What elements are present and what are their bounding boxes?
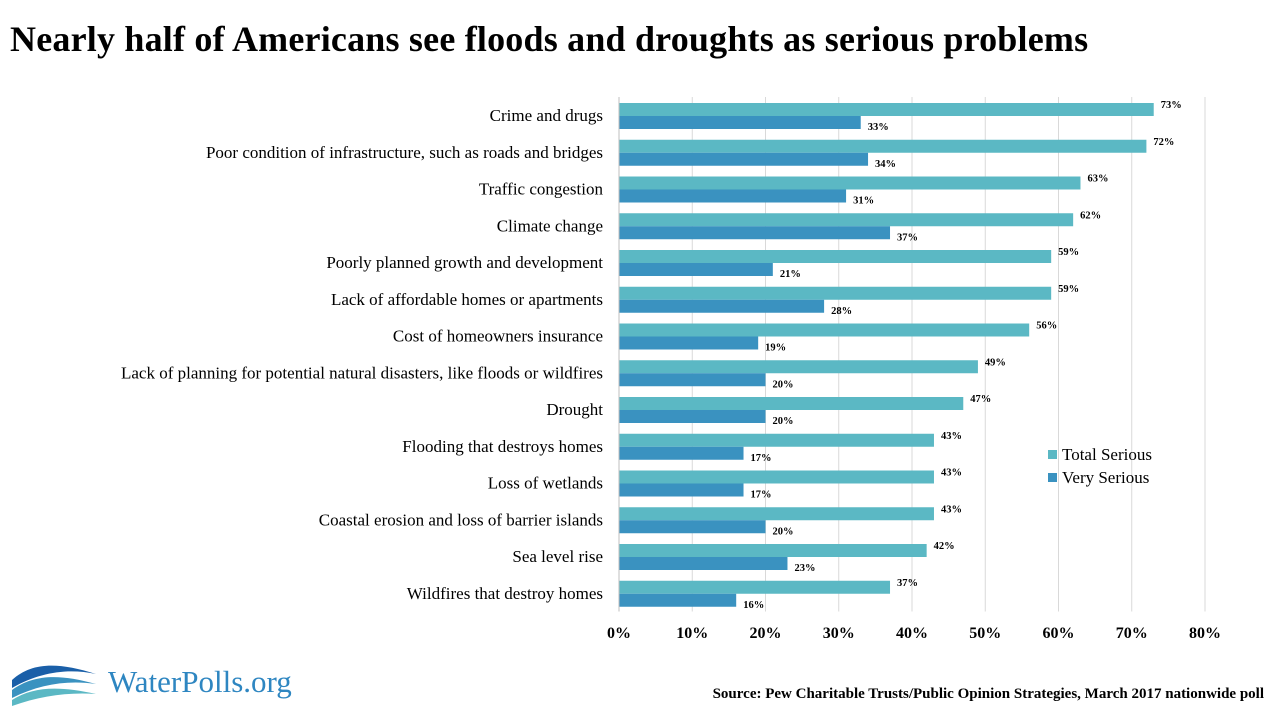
very-serious-bar — [619, 410, 766, 423]
total-serious-bar — [619, 176, 1081, 190]
x-tick-label: 30% — [823, 625, 855, 642]
category-label: Traffic congestion — [479, 180, 604, 199]
data-label: 16% — [743, 600, 764, 611]
data-label: 43% — [941, 431, 962, 442]
data-label: 42% — [934, 541, 955, 552]
water-waves-icon — [12, 665, 96, 706]
very-serious-bar — [619, 336, 759, 350]
very-serious-bar — [619, 520, 766, 534]
data-label: 34% — [875, 159, 896, 170]
very-serious-bar — [619, 483, 744, 497]
very-serious-bar — [619, 373, 766, 387]
very-serious-bar — [619, 557, 788, 570]
total-serious-bar — [619, 139, 1147, 153]
total-serious-bar — [619, 507, 934, 521]
total-serious-bar — [619, 433, 934, 447]
legend-swatch — [1048, 473, 1057, 482]
very-serious-bar — [619, 189, 847, 203]
data-label: 20% — [773, 526, 794, 537]
total-serious-bar — [619, 213, 1074, 227]
data-label: 63% — [1087, 174, 1108, 185]
category-label: Crime and drugs — [490, 106, 603, 125]
data-label: 47% — [970, 394, 991, 405]
data-label: 49% — [985, 357, 1006, 368]
category-label: Loss of wetlands — [488, 474, 603, 493]
x-tick-label: 60% — [1043, 625, 1075, 642]
total-serious-bar — [619, 580, 891, 594]
data-label: 62% — [1080, 210, 1101, 221]
total-serious-bar — [619, 470, 934, 484]
data-label: 59% — [1058, 247, 1079, 258]
legend-swatch — [1048, 450, 1057, 459]
data-label: 43% — [941, 468, 962, 479]
data-label: 37% — [897, 232, 918, 243]
data-label: 59% — [1058, 284, 1079, 295]
x-tick-label: 70% — [1116, 625, 1148, 642]
total-serious-bar — [619, 360, 978, 374]
data-label: 20% — [773, 379, 794, 390]
legend-label: Total Serious — [1062, 445, 1152, 464]
data-label: 56% — [1036, 321, 1057, 332]
data-label: 31% — [853, 196, 874, 207]
logo: WaterPolls.org — [10, 658, 310, 708]
source-note: Source: Pew Charitable Trusts/Public Opi… — [712, 686, 1264, 702]
very-serious-bar — [619, 593, 737, 607]
x-tick-label: 40% — [896, 625, 928, 642]
very-serious-bar — [619, 152, 869, 166]
total-serious-bar — [619, 544, 927, 557]
logo-text: WaterPolls.org — [108, 664, 292, 699]
total-serious-bar — [619, 323, 1030, 337]
category-label: Cost of homeowners insurance — [393, 327, 603, 346]
chart-title: Nearly half of Americans see floods and … — [10, 19, 1089, 59]
data-label: 23% — [794, 563, 815, 574]
x-tick-label: 50% — [969, 625, 1001, 642]
very-serious-bar — [619, 226, 891, 240]
data-label: 72% — [1153, 137, 1174, 148]
total-serious-bar — [619, 286, 1052, 300]
total-serious-bar — [619, 250, 1052, 263]
data-label: 33% — [868, 122, 889, 133]
data-label: 73% — [1161, 100, 1182, 111]
category-label: Lack of affordable homes or apartments — [331, 290, 603, 309]
category-label: Poorly planned growth and development — [326, 253, 603, 272]
category-label: Sea level rise — [512, 547, 603, 566]
category-label: Coastal erosion and loss of barrier isla… — [319, 510, 603, 529]
category-label: Lack of planning for potential natural d… — [121, 363, 603, 382]
total-serious-bar — [619, 103, 1154, 116]
x-tick-label: 10% — [676, 625, 708, 642]
very-serious-bar — [619, 263, 773, 276]
legend-label: Very Serious — [1062, 468, 1149, 487]
data-label: 43% — [941, 504, 962, 515]
data-label: 20% — [773, 416, 794, 427]
x-tick-label: 0% — [607, 625, 631, 642]
data-label: 17% — [751, 490, 772, 501]
category-label: Flooding that destroys homes — [402, 437, 603, 456]
category-label: Wildfires that destroy homes — [407, 584, 603, 603]
very-serious-bar — [619, 446, 744, 460]
x-tick-label: 80% — [1189, 625, 1221, 642]
very-serious-bar — [619, 299, 825, 313]
data-label: 21% — [780, 269, 801, 280]
category-label: Climate change — [497, 216, 603, 235]
total-serious-bar — [619, 397, 964, 410]
very-serious-bar — [619, 116, 861, 129]
data-label: 19% — [765, 343, 786, 354]
category-label: Drought — [546, 400, 603, 419]
category-label: Poor condition of infrastructure, such a… — [206, 143, 603, 162]
data-label: 28% — [831, 306, 852, 317]
data-label: 17% — [751, 453, 772, 464]
x-tick-label: 20% — [750, 625, 782, 642]
data-label: 37% — [897, 578, 918, 589]
